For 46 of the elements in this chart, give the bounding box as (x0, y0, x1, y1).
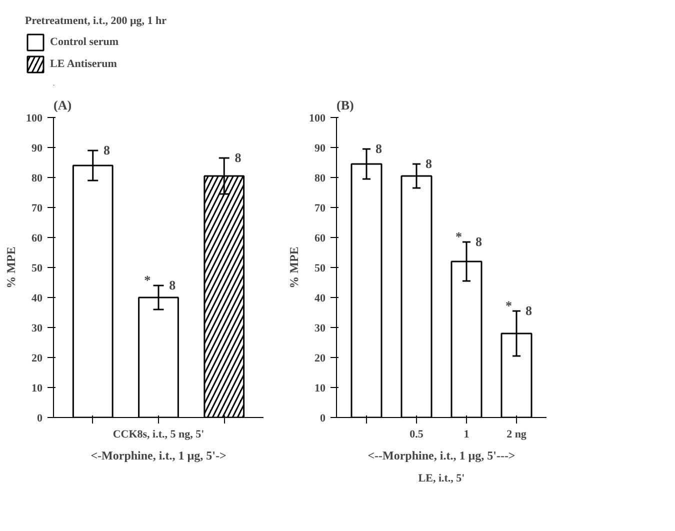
y-tick-label: 100 (309, 112, 326, 124)
y-tick-label: 20 (32, 352, 43, 364)
chart-title: (B) (336, 98, 354, 112)
y-tick-label: 70 (314, 202, 326, 214)
annotation: 8 (169, 278, 176, 292)
annotation: * (456, 229, 462, 244)
legend-title: Pretreatment, i.t., 200 µg, 1 hr (25, 15, 167, 27)
y-tick-label: 0 (320, 412, 326, 424)
x-tick-label: 0.5 (410, 428, 424, 440)
y-tick-label: 50 (314, 262, 326, 274)
y-tick-label: 40 (32, 292, 43, 304)
x-tick-label: CCK8s, i.t., 5 ng, 5' (112, 428, 204, 440)
y-tick-label: 80 (314, 172, 326, 184)
annotation: 8 (426, 156, 432, 171)
annotation: 8 (376, 141, 382, 156)
x-axis-title: <--Morphine, i.t., 1 µg, 5'---> (368, 448, 516, 462)
x-tick-label: 2 ng (506, 428, 527, 440)
y-tick-label: 10 (314, 382, 326, 394)
y-tick-label: 10 (32, 382, 43, 394)
x-tick-label: 1 (464, 428, 470, 440)
text: LE, i.t., 5' (418, 472, 465, 484)
x-axis-title: <-Morphine, i.t., 1 µg, 5'-> (90, 448, 226, 462)
y-tick-label: 20 (314, 352, 326, 364)
y-axis-title: % MPE (287, 246, 301, 288)
annotation: 8 (476, 234, 482, 249)
legend-label: LE Antiserum (50, 58, 117, 70)
annotation: 8 (234, 150, 242, 165)
y-tick-label: 30 (32, 322, 43, 334)
y-tick-label: 80 (32, 172, 43, 184)
y-tick-label: 50 (32, 262, 43, 274)
y-tick-label: 40 (314, 292, 326, 304)
y-tick-label: 100 (26, 112, 43, 124)
legend-label: Control serum (50, 36, 119, 48)
chart-title: (A) (54, 98, 72, 112)
annotation: 8 (103, 142, 110, 158)
annotation: 8 (526, 303, 532, 318)
y-tick-label: 60 (314, 232, 326, 244)
y-tick-label: 0 (37, 412, 43, 424)
annotation: * (144, 272, 151, 288)
y-tick-label: 90 (314, 142, 326, 154)
y-tick-label: 90 (32, 142, 43, 154)
y-axis-title: % MPE (4, 246, 18, 288)
y-tick-label: 30 (314, 322, 326, 334)
y-tick-label: 60 (32, 232, 43, 244)
y-tick-label: 70 (32, 202, 43, 214)
annotation: * (506, 298, 512, 313)
